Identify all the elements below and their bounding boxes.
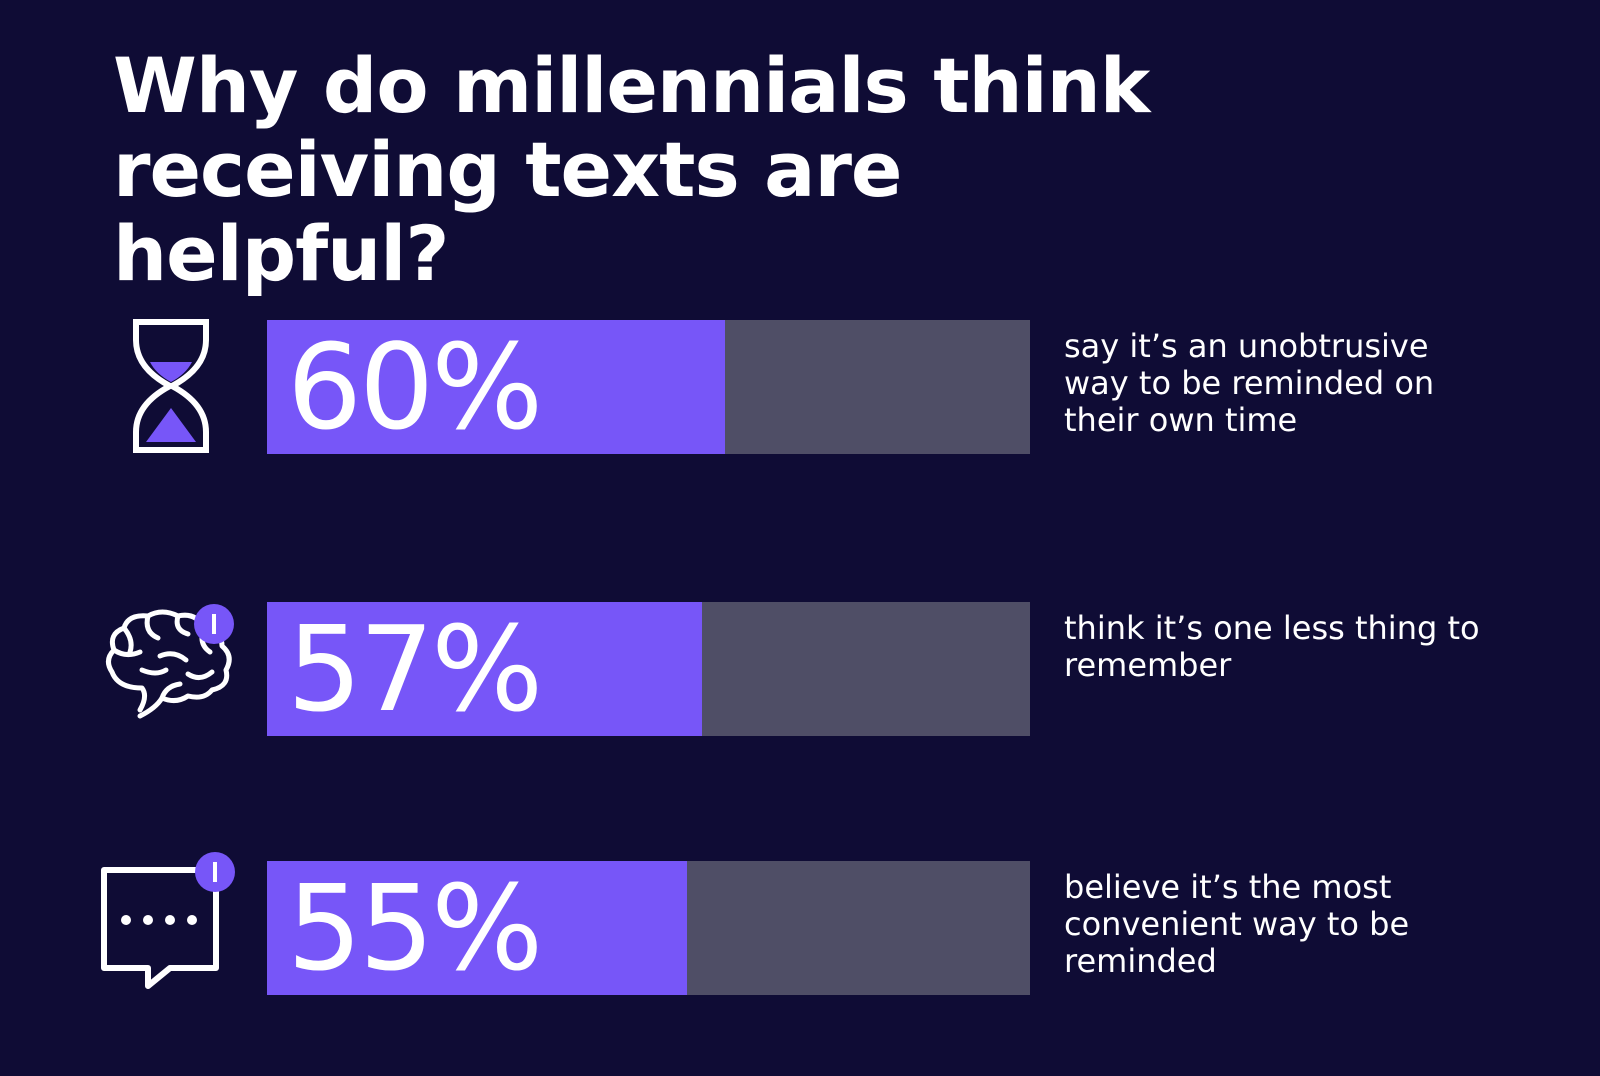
chart-title: Why do millennials think receiving texts… — [113, 41, 1150, 298]
category-label: say it’s an unobtrusive way to be remind… — [1064, 327, 1435, 439]
value-label: 60% — [287, 318, 543, 456]
bar — [267, 602, 702, 736]
hourglass-icon — [133, 319, 209, 453]
bar — [267, 320, 725, 454]
value-label: 55% — [287, 859, 543, 997]
chat-icon — [101, 852, 235, 989]
value-label: 57% — [287, 600, 543, 738]
bar — [267, 861, 687, 995]
category-label: believe it’s the most convenient way to … — [1064, 868, 1410, 980]
category-label: think it’s one less thing to remember — [1064, 609, 1480, 684]
brain-icon — [106, 604, 234, 719]
